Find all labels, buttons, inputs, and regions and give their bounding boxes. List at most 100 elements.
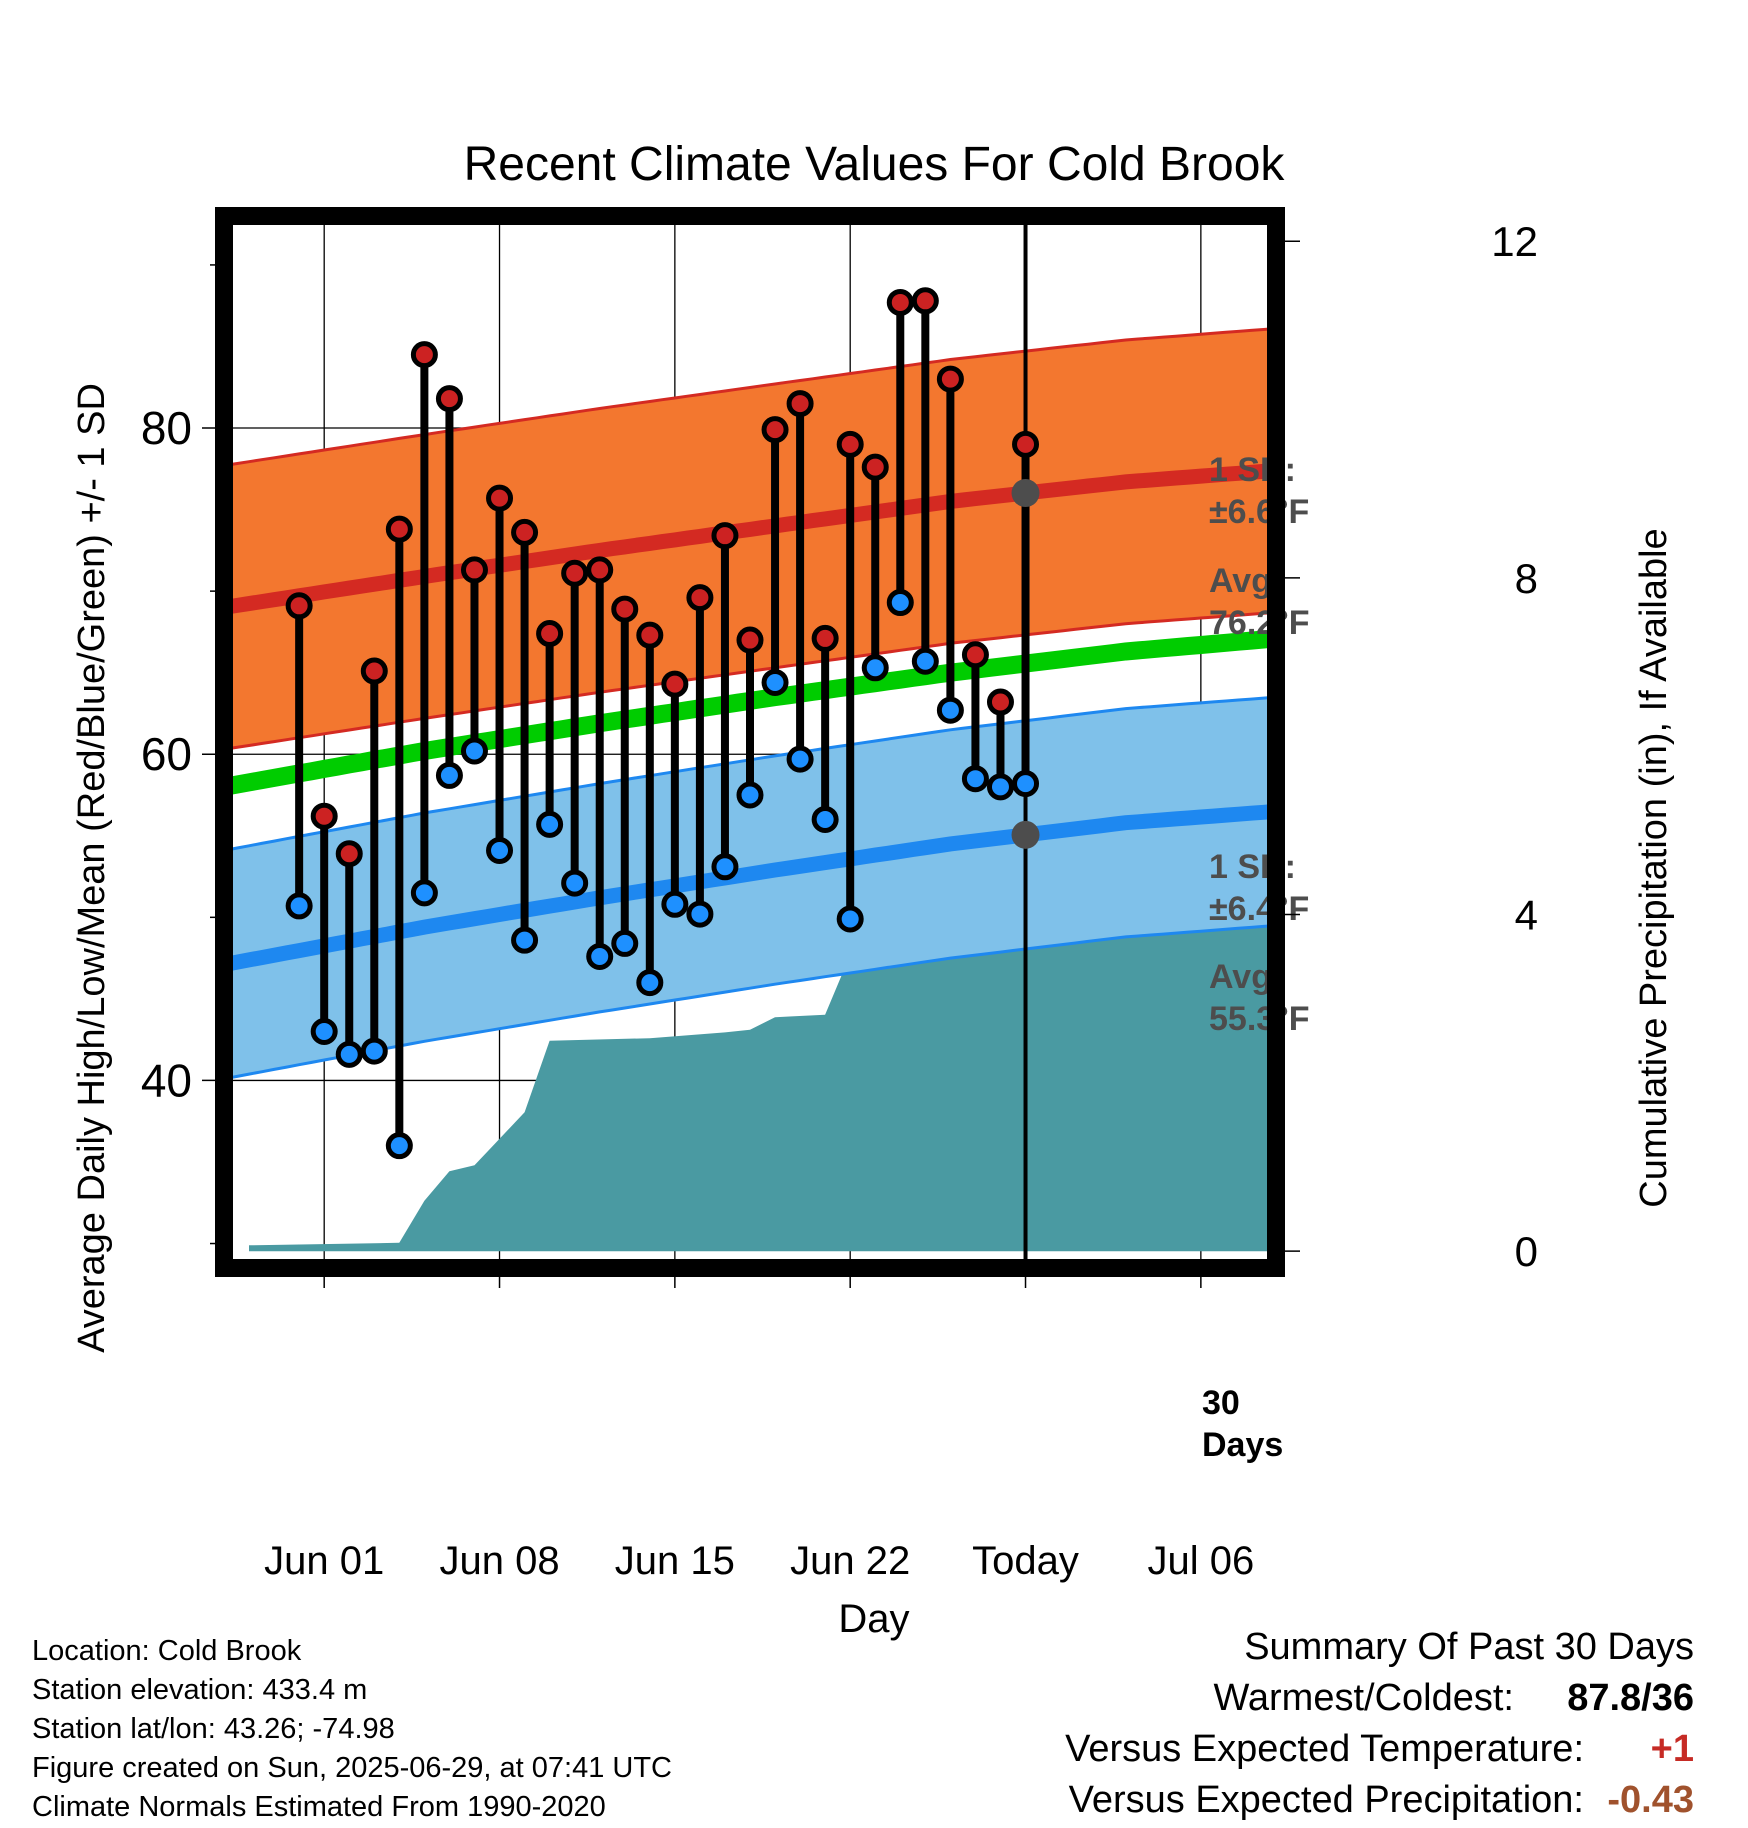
- high-point: [911, 287, 939, 315]
- high-point: [836, 430, 864, 458]
- chart-title: Recent Climate Values For Cold Brook: [464, 138, 1286, 191]
- low-point: [561, 869, 589, 897]
- plot-area: [224, 327, 1276, 1252]
- days-annotation-line: Days: [1202, 1426, 1283, 1464]
- low-point: [611, 929, 639, 957]
- y2-tick-label: 8: [1515, 555, 1538, 602]
- x-tick-label: Today: [972, 1539, 1079, 1583]
- high-avg-annotation-line: 76.2°F: [1209, 604, 1310, 642]
- y2-tick-label: 0: [1515, 1228, 1538, 1275]
- high-point: [561, 559, 589, 587]
- high-point: [536, 620, 564, 648]
- low-avg-annotation-line: 55.3°F: [1209, 1000, 1310, 1038]
- low-point: [1012, 770, 1040, 798]
- low-point: [886, 589, 914, 617]
- high-point: [285, 592, 313, 620]
- low-point: [360, 1037, 388, 1065]
- today-avg-low-marker: [1011, 820, 1040, 849]
- station-info: Location: Cold Brook Station elevation: …: [32, 1632, 672, 1827]
- low-point: [936, 696, 964, 724]
- x-axis-label: Day: [838, 1597, 909, 1641]
- low-point: [385, 1132, 413, 1160]
- summary-heading: Summary Of Past 30 Days: [1244, 1626, 1694, 1668]
- low-point: [661, 890, 689, 918]
- summary-precip-label: Versus Expected Precipitation:: [1068, 1779, 1584, 1821]
- today-avg-high-marker: [1011, 479, 1040, 508]
- high-sd-annotation-line: ±6.6°F: [1209, 493, 1309, 531]
- low-point: [811, 805, 839, 833]
- high-point: [410, 341, 438, 369]
- y-tick-label: 60: [141, 728, 192, 780]
- days-annotation: 30 Days: [1202, 1384, 1283, 1464]
- x-tick-label: Jun 08: [439, 1539, 559, 1583]
- low-point: [586, 942, 614, 970]
- x-tick-label: Jul 06: [1147, 1539, 1254, 1583]
- high-point: [486, 484, 514, 512]
- high-point: [786, 390, 814, 418]
- low-sd-band: [224, 697, 1276, 1079]
- high-point: [936, 365, 964, 393]
- summary-temp-value: +1: [1650, 1728, 1694, 1770]
- y-tick-label: 40: [141, 1054, 192, 1106]
- low-point: [786, 745, 814, 773]
- summary-panel: Summary Of Past 30 Days Warmest/Coldest:…: [1065, 1622, 1694, 1826]
- x-tick-label: Jun 01: [264, 1539, 384, 1583]
- high-point: [961, 641, 989, 669]
- high-point: [736, 626, 764, 654]
- low-point: [961, 765, 989, 793]
- low-point: [460, 737, 488, 765]
- summary-temp-label: Versus Expected Temperature:: [1065, 1728, 1584, 1770]
- high-point: [886, 288, 914, 316]
- low-point: [636, 969, 664, 997]
- high-point: [586, 556, 614, 584]
- low-point: [285, 892, 313, 920]
- low-point: [686, 900, 714, 928]
- high-point: [611, 595, 639, 623]
- elevation-text: Station elevation: 433.4 m: [32, 1674, 368, 1706]
- high-point: [711, 522, 739, 550]
- summary-warmest-row: Warmest/Coldest: 87.8/36: [1065, 1673, 1694, 1724]
- location-text: Location: Cold Brook: [32, 1635, 302, 1667]
- high-point: [435, 385, 463, 413]
- low-point: [986, 773, 1014, 801]
- high-point: [385, 515, 413, 543]
- high-point: [511, 518, 539, 546]
- created-text: Figure created on Sun, 2025-06-29, at 07…: [32, 1752, 672, 1784]
- low-point: [836, 905, 864, 933]
- low-sd-annotation-line: ±6.4°F: [1209, 890, 1309, 928]
- low-point: [736, 781, 764, 809]
- high-sd-band: [224, 328, 1276, 750]
- summary-precip-row: Versus Expected Precipitation: -0.43: [1065, 1775, 1694, 1826]
- plot-frame: [215, 207, 1285, 1277]
- y2-axis-label: Cumulative Precipitation (in), If Availa…: [1633, 528, 1675, 1207]
- high-point: [811, 624, 839, 652]
- high-point: [335, 840, 363, 868]
- high-point: [360, 657, 388, 685]
- summary-warmest-value: 87.8/36: [1567, 1677, 1694, 1719]
- low-point: [435, 761, 463, 789]
- normals-text: Climate Normals Estimated From 1990-2020: [32, 1791, 606, 1823]
- latlon-text: Station lat/lon: 43.26; -74.98: [32, 1713, 395, 1745]
- low-point: [310, 1018, 338, 1046]
- low-point: [761, 668, 789, 696]
- high-point: [636, 621, 664, 649]
- high-point: [310, 802, 338, 830]
- y-axis-label: Average Daily High/Low/Mean (Red/Blue/Gr…: [71, 383, 113, 1353]
- days-annotation-line: 30: [1202, 1384, 1240, 1422]
- high-point: [661, 670, 689, 698]
- summary-temp-row: Versus Expected Temperature: +1: [1065, 1724, 1694, 1775]
- high-sd-upper-edge: [224, 327, 1276, 467]
- x-tick-label: Jun 22: [790, 1539, 910, 1583]
- high-point: [761, 416, 789, 444]
- y2-tick-label: 12: [1491, 218, 1538, 265]
- low-point: [335, 1040, 363, 1068]
- high-point: [686, 584, 714, 612]
- x-tick-label: Jun 15: [615, 1539, 735, 1583]
- precipitation-area: [249, 919, 1276, 1252]
- high-point: [861, 453, 889, 481]
- high-point: [1012, 430, 1040, 458]
- low-point: [511, 926, 539, 954]
- y2-tick-label: 4: [1515, 892, 1538, 939]
- low-point: [711, 853, 739, 881]
